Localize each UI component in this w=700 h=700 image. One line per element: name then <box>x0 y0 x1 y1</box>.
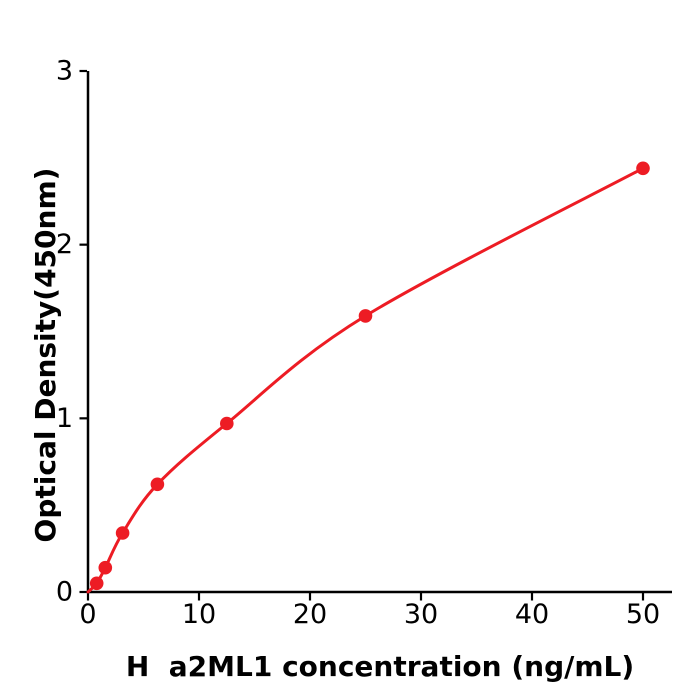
axis-spines <box>86 71 672 594</box>
y-tick-label: 1 <box>56 403 73 434</box>
data-point <box>89 576 104 591</box>
y-axis-title: Optical Density(450nm) <box>29 167 62 543</box>
x-tick-label: 50 <box>626 599 660 630</box>
x-tick-label: 40 <box>515 599 549 630</box>
y-tick-label: 2 <box>56 229 73 260</box>
data-point <box>220 416 234 431</box>
data-point <box>358 309 373 323</box>
data-point <box>98 560 113 575</box>
x-tick-label: 20 <box>293 599 327 630</box>
y-tick-label: 0 <box>56 577 73 608</box>
x-axis-title: H a2ML1 concentration (ng/mL) <box>125 650 635 683</box>
x-tick-label: 10 <box>182 599 216 630</box>
y-tick-label: 3 <box>56 56 73 87</box>
data-point <box>636 161 650 176</box>
data-points <box>89 161 650 591</box>
data-point <box>150 477 165 492</box>
y-axis-ticks: 0 1 2 3 <box>56 56 87 608</box>
x-tick-label: 30 <box>404 599 438 630</box>
x-tick-label: 0 <box>79 599 96 630</box>
fit-curve <box>86 166 645 594</box>
data-point <box>115 526 130 540</box>
x-axis-ticks: 0 10 20 30 40 50 <box>79 593 660 630</box>
